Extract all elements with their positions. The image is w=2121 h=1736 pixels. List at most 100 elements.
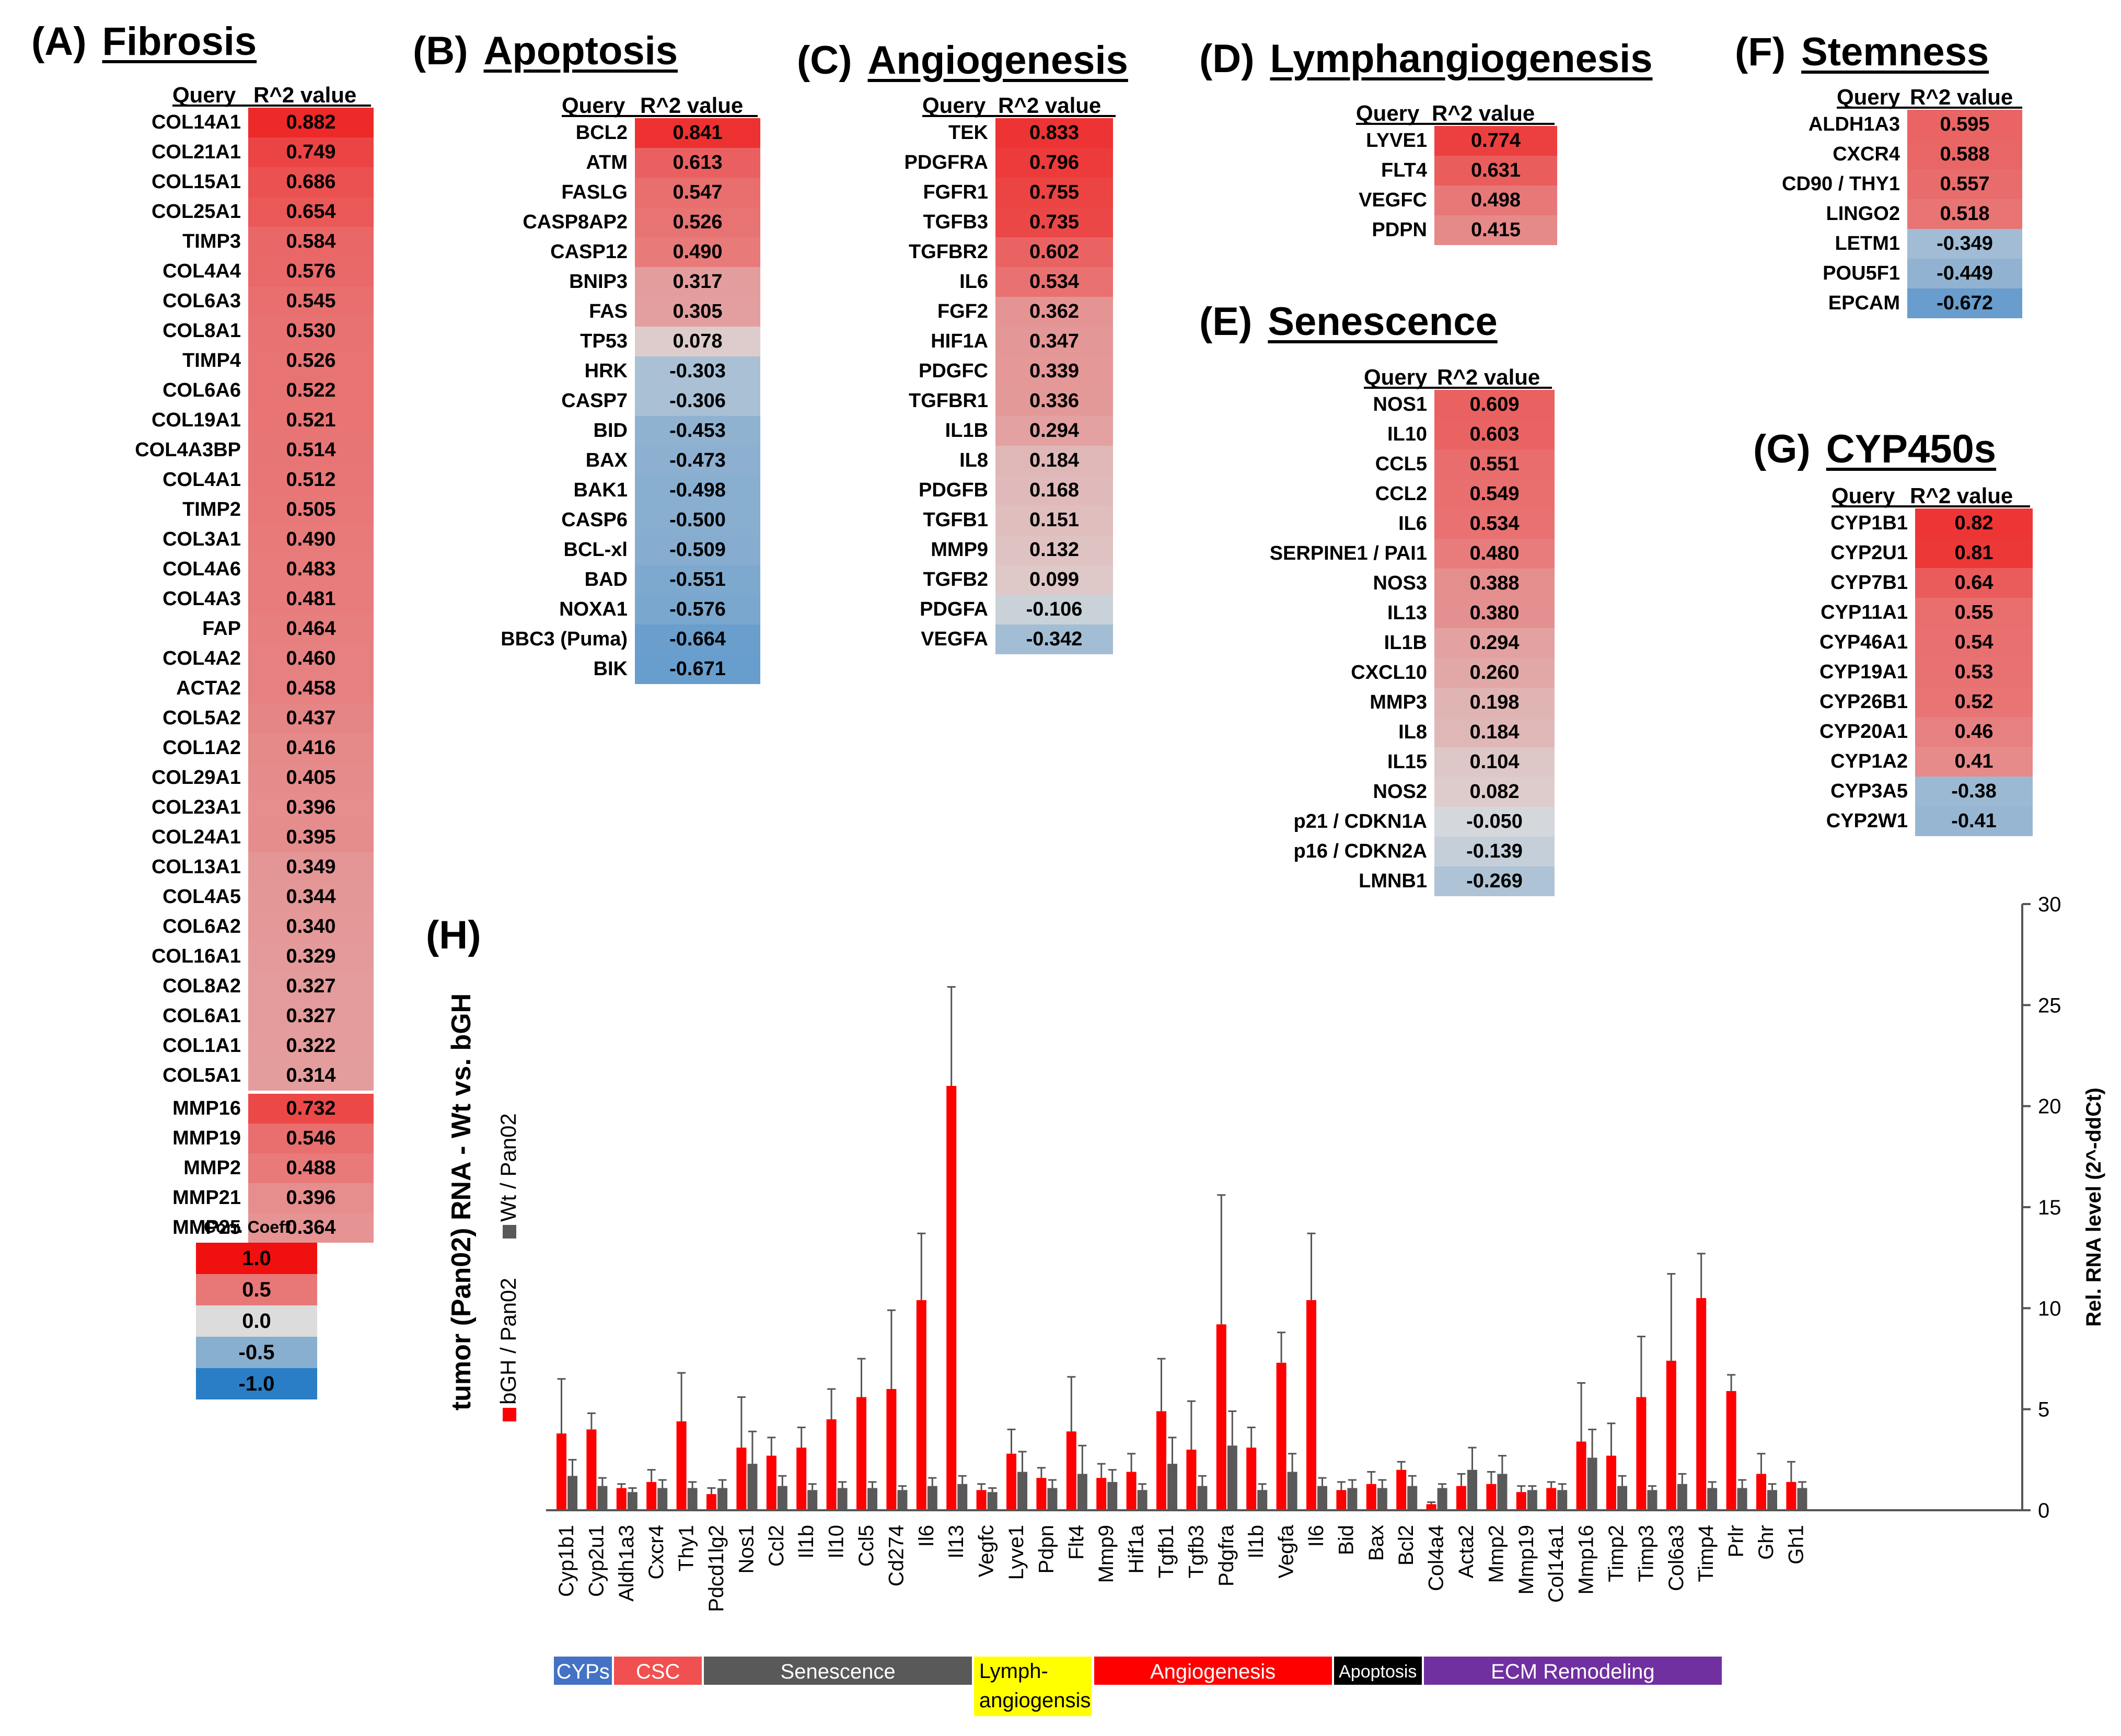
bar-bgh [826, 1419, 837, 1510]
bar-bgh [1456, 1486, 1466, 1510]
row-value: 0.755 [995, 178, 1113, 207]
row-query: COL5A1 [163, 1064, 241, 1086]
row-query: CYP2W1 [1826, 810, 1908, 832]
header-rule [562, 115, 758, 117]
row-query: SERPINE1 / PAI1 [1269, 542, 1427, 564]
row-query: COL6A1 [163, 1005, 241, 1027]
row-value: 0.512 [248, 465, 374, 495]
panel-name: Lymphangiogenesis [1270, 37, 1653, 81]
row-query: EPCAM [1828, 292, 1900, 314]
header-value: R^2 value [1910, 483, 2013, 508]
row-value: 0.749 [248, 137, 374, 167]
x-tick-label: Gh1 [1784, 1525, 1807, 1565]
row-value: -0.41 [1915, 806, 2033, 836]
bar-wt [1407, 1486, 1418, 1510]
category-apoptosis: Apoptosis [1332, 1656, 1423, 1686]
x-tick-label: Pdpn [1035, 1525, 1058, 1573]
y-tick-label: 10 [2038, 1297, 2061, 1320]
header-rule [1356, 123, 1555, 125]
row-query: TIMP2 [182, 499, 241, 520]
header-rule [1837, 107, 2022, 109]
bar-wt [627, 1492, 638, 1510]
row-query: COL6A6 [163, 379, 241, 401]
bar-wt [777, 1486, 787, 1510]
x-tick-label: Il6 [1305, 1525, 1328, 1547]
bar-bgh [1066, 1431, 1076, 1510]
row-value: 0.336 [995, 386, 1113, 416]
row-value: 0.322 [248, 1031, 374, 1061]
bar-wt [1377, 1488, 1387, 1510]
bar-wt [1317, 1486, 1327, 1510]
row-value: 0.81 [1915, 538, 2033, 568]
row-value: 0.364 [248, 1213, 374, 1243]
bar-bgh [1336, 1490, 1347, 1510]
panel-name: Apoptosis [483, 29, 678, 73]
row-value: 0.609 [1434, 390, 1555, 420]
header-rule [1832, 505, 2030, 507]
row-value: 0.603 [1434, 420, 1555, 449]
x-tick-label: Timp3 [1635, 1525, 1658, 1582]
row-query: IL10 [1387, 423, 1427, 445]
panel-name: CYP450s [1826, 427, 1997, 471]
row-query: FGF2 [937, 300, 988, 322]
x-tick-label: Thy1 [675, 1525, 698, 1571]
row-query: MMP19 [172, 1127, 241, 1149]
legend-swatch-0: 0.0 [196, 1305, 317, 1337]
left-axis-title: tumor (Pan02) RNA - Wt vs. bGH [446, 993, 477, 1410]
row-value: 0.686 [248, 167, 374, 197]
row-value: 0.53 [1915, 657, 2033, 687]
panel-name: Fibrosis [102, 19, 257, 64]
x-tick-label: Pdgfra [1215, 1524, 1238, 1587]
bar-wt [837, 1488, 848, 1510]
row-query: ALDH1A3 [1808, 113, 1900, 135]
x-tick-label: Timp4 [1695, 1525, 1718, 1582]
bar-bgh [676, 1421, 687, 1510]
category-angiogenesis: Angiogenesis [1093, 1656, 1333, 1686]
legend-label-bgh: bGH / Pan02 [496, 1278, 520, 1405]
row-query: COL29A1 [151, 767, 241, 789]
x-tick-label: Il1b [1245, 1525, 1268, 1559]
bar-bgh [586, 1429, 597, 1510]
header-query: Query [172, 83, 236, 107]
panel-title: (B) Apoptosis [413, 31, 678, 71]
bar-bgh [1186, 1450, 1197, 1510]
y-tick-label: 5 [2038, 1398, 2049, 1421]
panel-name: Angiogenesis [867, 38, 1128, 83]
row-query: IL13 [1387, 602, 1427, 624]
row-query: IL8 [959, 449, 988, 471]
y-tick-label: 30 [2038, 893, 2061, 916]
x-tick-label: Timp2 [1605, 1525, 1628, 1582]
row-query: PDPN [1372, 219, 1427, 241]
category-csc: CSC [613, 1656, 703, 1686]
row-query: CXCL10 [1351, 662, 1427, 684]
panel-letter: (B) [413, 29, 468, 73]
x-tick-label: Col6a3 [1665, 1525, 1688, 1591]
header-value: R^2 value [1432, 101, 1535, 125]
row-query: HIF1A [931, 330, 988, 352]
row-query: MMP16 [172, 1097, 241, 1119]
bar-bgh [796, 1448, 807, 1510]
row-value: 0.534 [995, 267, 1113, 297]
bar-wt [1347, 1488, 1358, 1510]
row-query: IL8 [1398, 721, 1427, 743]
panel-letter: (F) [1735, 30, 1786, 74]
bar-bgh [1546, 1488, 1557, 1510]
row-value: -0.453 [635, 416, 760, 446]
row-value: 0.41 [1915, 747, 2033, 777]
row-query: NOS2 [1373, 781, 1427, 803]
x-tick-label: Col14a1 [1545, 1525, 1568, 1603]
row-value: 0.584 [248, 227, 374, 257]
row-query: FAP [202, 618, 241, 640]
row-value: 0.464 [248, 614, 374, 644]
x-tick-label: Aldh1a3 [615, 1525, 638, 1602]
row-value: -0.139 [1434, 837, 1555, 866]
row-query: FASLG [561, 181, 628, 203]
header-query: Query [1837, 85, 1900, 109]
bar-wt [1557, 1490, 1568, 1510]
row-query: CASP7 [561, 390, 628, 412]
bar-bgh [1486, 1484, 1497, 1510]
bar-bgh [706, 1494, 716, 1510]
legend-label-wt: Wt / Pan02 [496, 1113, 520, 1222]
x-tick-label: Ccl5 [855, 1525, 878, 1567]
